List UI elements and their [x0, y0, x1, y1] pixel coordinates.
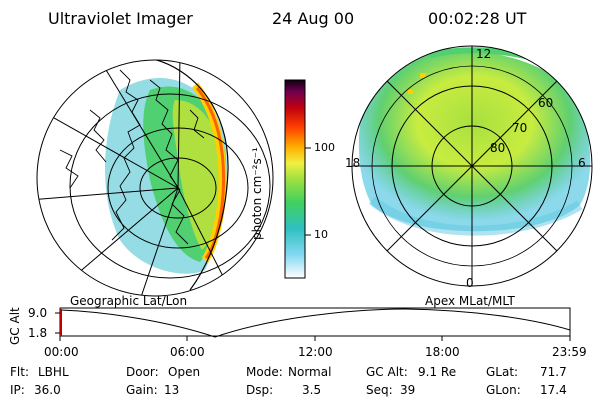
observation-time: 00:02:28 UT — [428, 9, 527, 28]
mlt-label-6: 6 — [578, 156, 586, 170]
status-gcalt-label: GC Alt: — [366, 365, 408, 379]
status-glat-value: 71.7 — [540, 365, 567, 379]
status-gain-value: 13 — [164, 383, 180, 397]
colorbar-tick-10: 10 — [314, 228, 328, 241]
status-gain-label: Gain: — [126, 383, 158, 397]
colorbar-unit-label: photon cm⁻²s⁻¹ — [250, 147, 264, 240]
status-dsp-label: Dsp: — [246, 383, 274, 397]
status-flt-value: LBHL — [38, 365, 69, 379]
color-scale-bar — [284, 79, 311, 279]
mlt-label-12: 12 — [476, 47, 492, 61]
altitude-plot — [55, 307, 571, 341]
status-glon-value: 17.4 — [540, 383, 567, 397]
status-ip-value: 36.0 — [34, 383, 61, 397]
time-tick-1200: 12:00 — [298, 345, 333, 359]
altitude-ylabel: GC Alt — [8, 307, 22, 345]
status-seq-value: 39 — [400, 383, 416, 397]
instrument-title: Ultraviolet Imager — [48, 9, 193, 28]
status-mode-label: Mode: — [246, 365, 283, 379]
status-ip-label: IP: — [10, 383, 25, 397]
time-tick-1800: 18:00 — [425, 345, 460, 359]
time-tick-0600: 06:00 — [170, 345, 205, 359]
status-mode-value: Normal — [288, 365, 332, 379]
altitude-ytick-1-8: 1.8 — [28, 326, 48, 340]
mlat-label-70: 70 — [512, 121, 528, 135]
left-panel-caption: Geographic Lat/Lon — [70, 294, 188, 308]
mlt-label-0: 0 — [466, 276, 474, 290]
observation-date: 24 Aug 00 — [272, 9, 355, 28]
colorbar-tick-100: 100 — [314, 141, 335, 154]
status-glat-label: GLat: — [486, 365, 519, 379]
time-tick-0000: 00:00 — [44, 345, 79, 359]
mlat-label-60: 60 — [538, 96, 554, 110]
status-door-label: Door: — [126, 365, 159, 379]
status-dsp-value: 3.5 — [302, 383, 322, 397]
altitude-ytick-9: 9.0 — [28, 306, 48, 320]
polar-plot-panel — [351, 45, 593, 287]
right-panel-caption: Apex MLat/MLT — [425, 294, 515, 308]
status-seq-label: Seq: — [366, 383, 393, 397]
mlat-label-80: 80 — [490, 141, 506, 155]
status-glon-label: GLon: — [486, 383, 521, 397]
status-flt-label: Flt: — [10, 365, 29, 379]
time-tick-2359: 23:59 — [552, 345, 587, 359]
status-door-value: Open — [168, 365, 201, 379]
status-gcalt-value: 9.1 Re — [418, 365, 457, 379]
geographic-map-panel — [36, 59, 274, 297]
mlt-label-18: 18 — [345, 156, 361, 170]
